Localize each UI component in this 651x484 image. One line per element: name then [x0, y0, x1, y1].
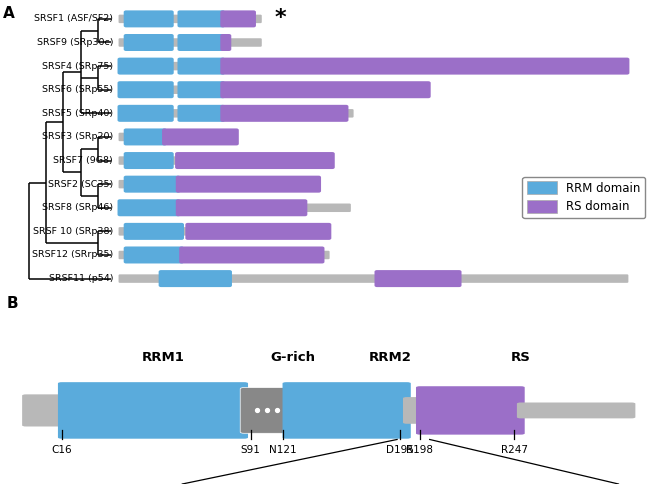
FancyBboxPatch shape	[170, 156, 179, 165]
FancyBboxPatch shape	[220, 10, 256, 28]
FancyBboxPatch shape	[118, 227, 128, 236]
FancyBboxPatch shape	[227, 38, 262, 47]
FancyBboxPatch shape	[220, 58, 630, 75]
FancyBboxPatch shape	[344, 109, 353, 118]
Text: RRM1: RRM1	[141, 351, 184, 364]
FancyBboxPatch shape	[119, 41, 261, 44]
FancyBboxPatch shape	[178, 58, 225, 75]
Text: A: A	[3, 6, 15, 21]
FancyBboxPatch shape	[170, 38, 181, 47]
FancyBboxPatch shape	[178, 105, 225, 122]
Text: R247: R247	[501, 445, 528, 455]
FancyBboxPatch shape	[170, 62, 181, 70]
Text: SRSF12 (SRrp35): SRSF12 (SRrp35)	[32, 251, 113, 259]
FancyBboxPatch shape	[119, 277, 628, 280]
FancyBboxPatch shape	[119, 88, 429, 91]
FancyBboxPatch shape	[22, 394, 66, 426]
FancyBboxPatch shape	[220, 81, 431, 98]
FancyBboxPatch shape	[170, 15, 181, 23]
FancyBboxPatch shape	[321, 251, 329, 259]
Text: D195: D195	[387, 445, 414, 455]
FancyBboxPatch shape	[118, 156, 128, 165]
Text: RS: RS	[511, 351, 531, 364]
FancyBboxPatch shape	[124, 152, 174, 169]
FancyBboxPatch shape	[374, 270, 462, 287]
Text: SRSF3 (SRp20): SRSF3 (SRp20)	[42, 133, 113, 141]
FancyBboxPatch shape	[416, 386, 525, 435]
FancyBboxPatch shape	[176, 176, 321, 193]
FancyBboxPatch shape	[118, 38, 128, 47]
FancyBboxPatch shape	[124, 176, 180, 193]
FancyBboxPatch shape	[220, 105, 348, 122]
FancyBboxPatch shape	[119, 230, 329, 233]
FancyBboxPatch shape	[118, 81, 174, 98]
Text: R198: R198	[406, 445, 434, 455]
FancyBboxPatch shape	[176, 199, 307, 216]
FancyBboxPatch shape	[118, 180, 128, 188]
FancyBboxPatch shape	[179, 246, 324, 263]
FancyBboxPatch shape	[170, 109, 181, 118]
FancyBboxPatch shape	[118, 199, 180, 216]
FancyBboxPatch shape	[124, 128, 167, 145]
FancyBboxPatch shape	[178, 34, 225, 51]
Text: SRSF2 (SC35): SRSF2 (SC35)	[48, 180, 113, 189]
FancyBboxPatch shape	[118, 251, 128, 259]
Text: SRSF5 (SRp40): SRSF5 (SRp40)	[42, 109, 113, 118]
FancyBboxPatch shape	[403, 397, 424, 424]
FancyBboxPatch shape	[252, 15, 262, 23]
FancyBboxPatch shape	[119, 254, 329, 257]
FancyBboxPatch shape	[118, 58, 174, 75]
FancyBboxPatch shape	[119, 183, 320, 185]
FancyBboxPatch shape	[186, 223, 331, 240]
Text: B: B	[7, 296, 18, 311]
FancyBboxPatch shape	[119, 65, 628, 68]
FancyBboxPatch shape	[119, 112, 353, 115]
FancyBboxPatch shape	[118, 15, 128, 23]
FancyBboxPatch shape	[124, 34, 174, 51]
FancyBboxPatch shape	[180, 227, 189, 236]
Text: G-rich: G-rich	[270, 351, 316, 364]
FancyBboxPatch shape	[283, 382, 411, 439]
FancyBboxPatch shape	[178, 81, 225, 98]
FancyBboxPatch shape	[175, 152, 335, 169]
FancyBboxPatch shape	[23, 406, 634, 415]
FancyBboxPatch shape	[178, 10, 225, 28]
Text: S91: S91	[241, 445, 260, 455]
FancyBboxPatch shape	[162, 128, 239, 145]
Legend: RRM domain, RS domain: RRM domain, RS domain	[522, 177, 645, 218]
FancyBboxPatch shape	[58, 382, 248, 439]
FancyBboxPatch shape	[220, 34, 231, 51]
FancyBboxPatch shape	[119, 206, 350, 209]
Text: *: *	[274, 8, 286, 28]
Text: SRSF8 (SRp46): SRSF8 (SRp46)	[42, 203, 113, 212]
FancyBboxPatch shape	[517, 403, 635, 418]
Text: SRSF1 (ASF/SF2): SRSF1 (ASF/SF2)	[34, 15, 113, 23]
Text: SRSF11 (p54): SRSF11 (p54)	[49, 274, 113, 283]
FancyBboxPatch shape	[119, 159, 333, 162]
FancyBboxPatch shape	[458, 274, 628, 283]
FancyBboxPatch shape	[118, 105, 174, 122]
FancyBboxPatch shape	[303, 203, 351, 212]
FancyBboxPatch shape	[229, 274, 378, 283]
Text: N121: N121	[270, 445, 297, 455]
Text: SRSF9 (SRp30c): SRSF9 (SRp30c)	[36, 38, 113, 47]
FancyBboxPatch shape	[124, 10, 174, 28]
Text: SRSF4 (SRp75): SRSF4 (SRp75)	[42, 61, 113, 71]
Text: SRSF7 (9G8): SRSF7 (9G8)	[53, 156, 113, 165]
Text: RRM2: RRM2	[369, 351, 412, 364]
FancyBboxPatch shape	[119, 136, 237, 138]
FancyBboxPatch shape	[240, 388, 290, 433]
Text: SRSF 10 (SRp38): SRSF 10 (SRp38)	[33, 227, 113, 236]
Text: C16: C16	[51, 445, 72, 455]
FancyBboxPatch shape	[124, 246, 184, 263]
FancyBboxPatch shape	[124, 223, 184, 240]
FancyBboxPatch shape	[170, 86, 181, 94]
FancyBboxPatch shape	[118, 133, 128, 141]
Text: SRSF6 (SRp55): SRSF6 (SRp55)	[42, 85, 113, 94]
FancyBboxPatch shape	[119, 17, 261, 20]
FancyBboxPatch shape	[159, 270, 232, 287]
FancyBboxPatch shape	[118, 274, 162, 283]
